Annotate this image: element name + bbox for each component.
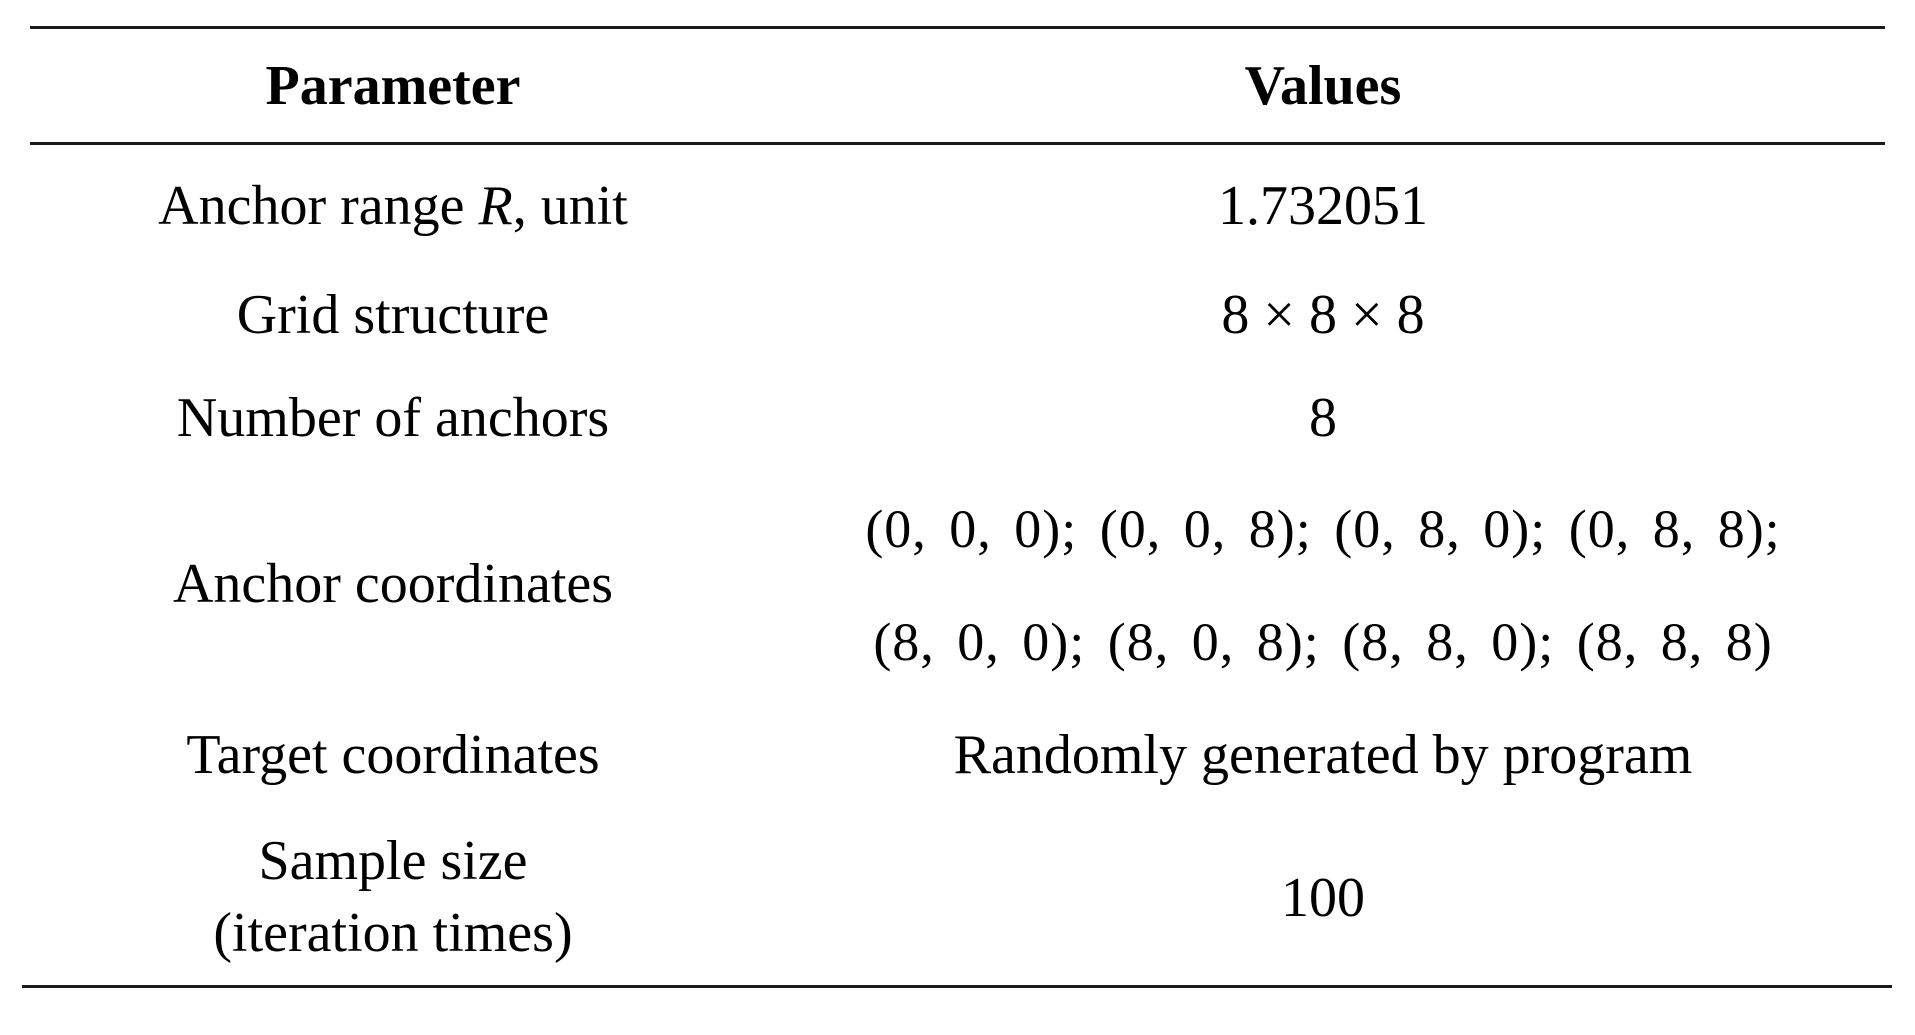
header-parameter: Parameter [265,55,521,117]
row-number-of-anchors-label: Number of anchors [176,387,610,449]
label-text: , unit [512,175,628,237]
label-italic-symbol: R [478,175,513,237]
row-anchor-range-value: 1.732051 [1218,175,1428,237]
row-target-coordinates-value: Randomly generated by program [953,724,1693,786]
row-grid-structure-label: Grid structure [236,284,550,346]
row-sample-size-label-line2: (iteration times) [213,902,573,964]
row-anchor-range-label: Anchor range R, unit [158,178,628,234]
row-anchor-coordinates-value-line2: (8, 0, 0); (8, 0, 8); (8, 8, 0); (8, 8, … [873,612,1773,672]
row-number-of-anchors-value: 8 [1309,387,1337,449]
row-anchor-coordinates-value-line1: (0, 0, 0); (0, 0, 8); (0, 8, 0); (0, 8, … [865,499,1781,559]
row-anchor-coordinates-label: Anchor coordinates [172,553,614,615]
table-bottom-rule [22,985,1892,988]
row-sample-size-value: 100 [1281,867,1365,929]
table-header-rule [30,142,1885,145]
table-top-rule [30,26,1885,29]
label-text: Anchor range [158,175,479,237]
row-target-coordinates-label: Target coordinates [186,724,600,786]
header-values: Values [1244,55,1402,117]
row-sample-size-label-line1: Sample size [258,830,528,892]
row-grid-structure-value: 8 × 8 × 8 [1221,284,1425,346]
